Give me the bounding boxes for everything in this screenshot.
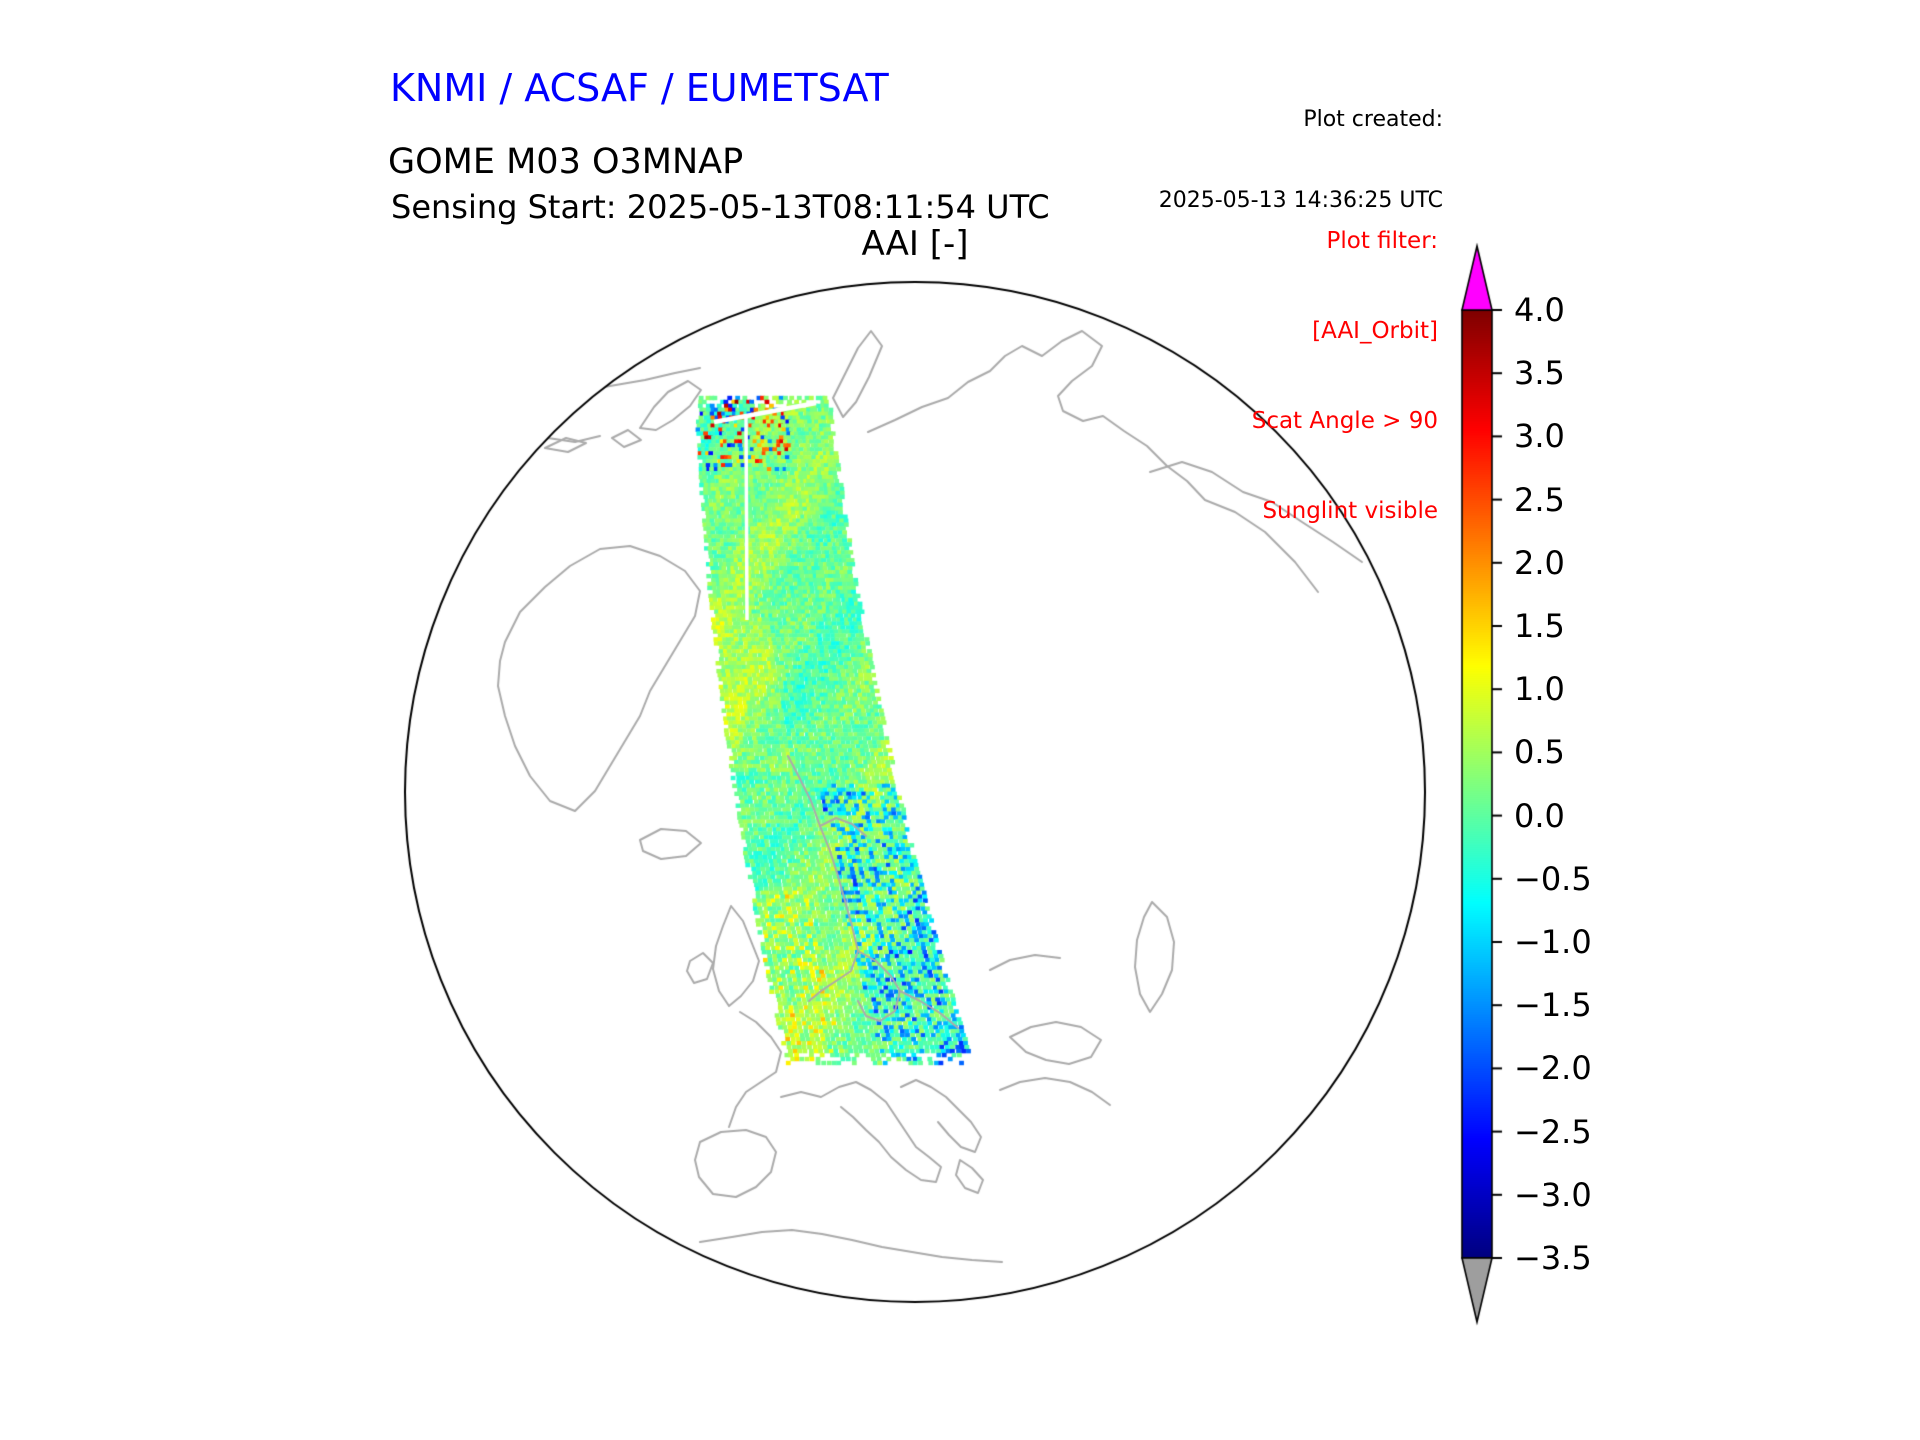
plot-filter-block: Plot filter: [AAI_Orbit] Scat Angle > 90…: [1140, 166, 1438, 586]
colorbar-tick-label: 2.0: [1514, 543, 1565, 582]
colorbar-tick-label: 2.5: [1514, 480, 1565, 519]
agency-title: KNMI / ACSAF / EUMETSAT: [390, 66, 889, 110]
plot-filter-title: Plot filter:: [1326, 228, 1438, 254]
plot-created-value: 2025-05-13 14:36:25 UTC: [1158, 188, 1443, 213]
product-title: GOME M03 O3MNAP: [388, 142, 744, 182]
map-title: AAI [-]: [861, 224, 969, 264]
colorbar-tick-labels: 4.0 3.5 3.0 2.5 2.0 1.5 1.0 0.5 0.0 −0.5 −1.0 −1.5 −…: [1514, 0, 1654, 1440]
colorbar-tick-label: 1.5: [1514, 607, 1565, 645]
colorbar-tick-label: −0.5: [1514, 859, 1592, 898]
colorbar-tick-label: −3.0: [1514, 1175, 1592, 1214]
plot-filter-line: [AAI_Orbit]: [1312, 318, 1438, 344]
colorbar-tick-label: −1.0: [1514, 923, 1592, 961]
colorbar-tick-label: 3.0: [1514, 417, 1565, 456]
colorbar-tick-label: 4.0: [1514, 291, 1565, 329]
plot-filter-line: Sunglint visible: [1262, 498, 1438, 524]
colorbar-tick-label: −1.5: [1514, 986, 1592, 1025]
colorbar-tick-label: 0.0: [1514, 796, 1565, 835]
plot-created-block: Plot created: 2025-05-13 14:36:25 UTC: [1050, 52, 1443, 268]
colorbar-tick-label: 0.5: [1514, 733, 1565, 772]
colorbar-tick-label: −3.5: [1514, 1239, 1592, 1277]
plot-filter-line: Scat Angle > 90: [1251, 408, 1438, 434]
colorbar-tick-label: −2.0: [1514, 1049, 1592, 1088]
colorbar-tick-label: −2.5: [1514, 1112, 1592, 1151]
colorbar-tick-label: 3.5: [1514, 354, 1565, 393]
sensing-start-line: Sensing Start: 2025-05-13T08:11:54 UTC: [391, 188, 1050, 226]
plot-created-label: Plot created:: [1303, 107, 1443, 132]
colorbar-tick-label: 1.0: [1514, 670, 1565, 709]
